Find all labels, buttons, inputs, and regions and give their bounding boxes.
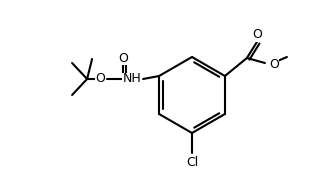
Text: O: O [269, 59, 279, 72]
Text: O: O [118, 52, 128, 64]
Text: NH: NH [122, 73, 141, 85]
Text: O: O [95, 73, 105, 85]
Text: Cl: Cl [186, 156, 198, 170]
Text: O: O [252, 28, 262, 41]
